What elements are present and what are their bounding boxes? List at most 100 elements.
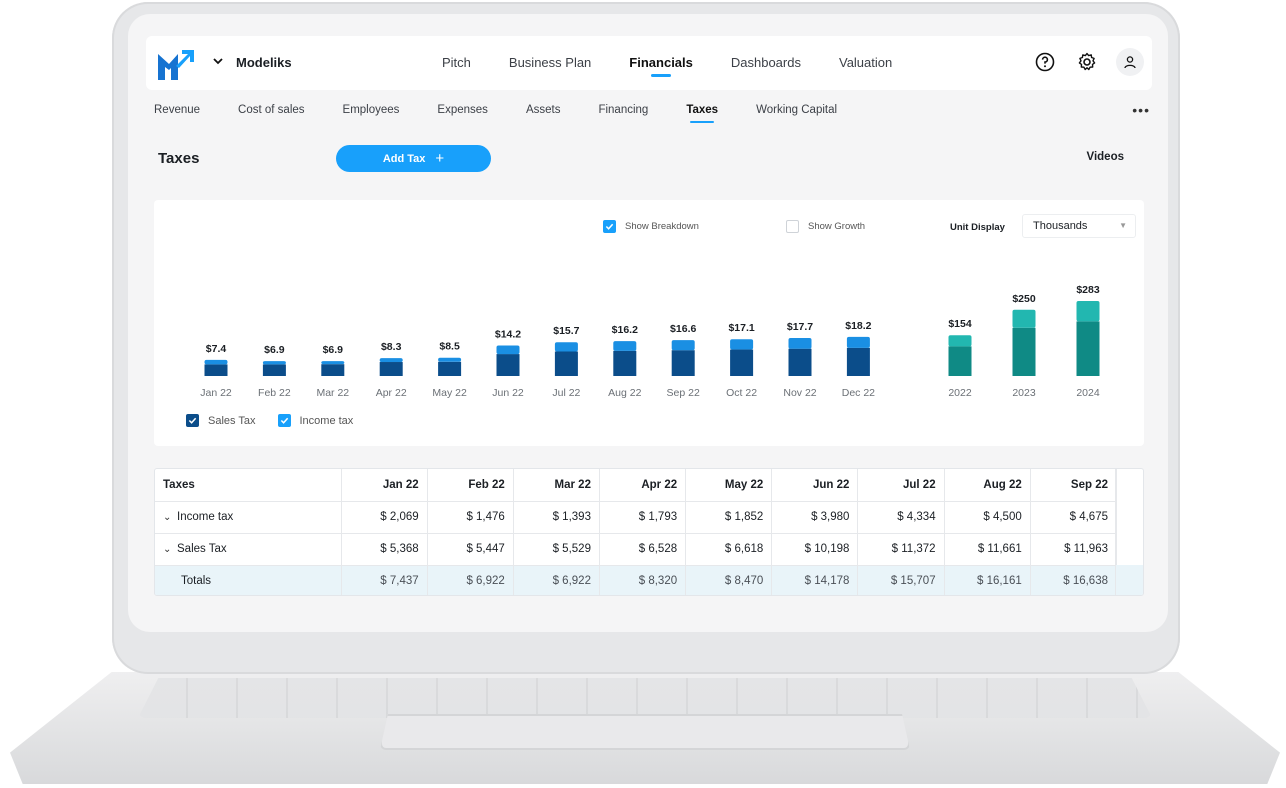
table-cell[interactable]: $ 4,675 bbox=[1030, 501, 1118, 534]
app-screen: Modeliks Pitch Business Plan Financials Das… bbox=[128, 14, 1168, 632]
tab-taxes[interactable]: Taxes bbox=[686, 104, 719, 123]
monthly-tick-label: Jan 22 bbox=[200, 387, 232, 399]
legend-label: Income tax bbox=[299, 414, 354, 427]
table-cell[interactable]: $ 1,393 bbox=[513, 501, 600, 534]
monthly-sales-tax-bar bbox=[321, 364, 345, 376]
main-nav-item-dashboards[interactable]: Dashboards bbox=[730, 55, 801, 70]
totals-cell: $ 16,161 bbox=[944, 565, 1031, 595]
monthly-income-tax-bar bbox=[438, 357, 462, 362]
expand-chevron-icon[interactable]: ⌄ bbox=[163, 544, 172, 555]
monthly-sales-tax-bar bbox=[438, 361, 462, 376]
table-header-row: Taxes Jan 22 Feb 22 Mar 22 Apr 22 May 22 Jun … bbox=[155, 469, 1118, 502]
monthly-total-label: $15.7 bbox=[553, 325, 579, 337]
table-cell[interactable]: $ 6,618 bbox=[685, 533, 773, 566]
totals-cell: $ 14,178 bbox=[771, 565, 859, 595]
row-label-cell[interactable]: ⌄ Income tax bbox=[155, 501, 342, 534]
yearly-sales-tax-bar bbox=[1076, 321, 1100, 376]
totals-cell: $ 16,638 bbox=[1030, 565, 1118, 595]
legend-income-tax[interactable]: Income tax bbox=[277, 414, 354, 427]
monthly-sales-tax-bar bbox=[730, 349, 754, 376]
table-row[interactable]: ⌄ Sales Tax $ 5,368 $ 5,447 $ 5,529 $ 6,528 $ … bbox=[155, 533, 1118, 566]
tab-cost-of-sales[interactable]: Cost of sales bbox=[238, 104, 305, 116]
table-cell[interactable]: $ 11,963 bbox=[1030, 533, 1118, 566]
monthly-income-tax-bar bbox=[730, 339, 754, 350]
help-icon[interactable] bbox=[1032, 49, 1058, 75]
monthly-sales-tax-bar bbox=[262, 364, 286, 376]
unit-display-select[interactable]: Thousands ▼ bbox=[1022, 214, 1136, 238]
show-growth-checkbox[interactable] bbox=[786, 220, 799, 233]
topbar-icons bbox=[1032, 48, 1144, 76]
monthly-sales-tax-bar bbox=[846, 347, 870, 376]
monthly-total-label: $16.6 bbox=[670, 323, 696, 335]
table-cell[interactable]: $ 4,334 bbox=[857, 501, 945, 534]
monthly-sales-tax-bar bbox=[379, 362, 403, 376]
show-breakdown-checkbox[interactable] bbox=[603, 220, 616, 233]
table-cell[interactable]: $ 1,793 bbox=[599, 501, 687, 534]
legend-label: Sales Tax bbox=[208, 414, 256, 427]
table-cell[interactable]: $ 1,476 bbox=[427, 501, 514, 534]
chart-legend: Sales Tax Income tax bbox=[186, 414, 353, 427]
add-tax-label: Add Tax bbox=[382, 152, 426, 165]
monthly-sales-tax-bar bbox=[613, 350, 637, 376]
totals-label: Totals bbox=[155, 565, 342, 595]
table-cell[interactable]: $ 10,198 bbox=[771, 533, 859, 566]
table-cell[interactable]: $ 2,069 bbox=[341, 501, 428, 534]
more-options-icon[interactable]: ••• bbox=[1132, 102, 1150, 118]
gear-icon[interactable] bbox=[1074, 49, 1100, 75]
tab-employees[interactable]: Employees bbox=[342, 104, 400, 116]
table-cell[interactable]: $ 1,852 bbox=[685, 501, 773, 534]
legend-sales-tax[interactable]: Sales Tax bbox=[186, 414, 256, 427]
monthly-total-label: $8.5 bbox=[439, 341, 460, 353]
monthly-tick-label: Dec 22 bbox=[842, 387, 875, 399]
table-cell[interactable]: $ 6,528 bbox=[599, 533, 687, 566]
main-nav-item-valuation[interactable]: Valuation bbox=[838, 55, 893, 70]
show-growth-label: Show Growth bbox=[808, 221, 866, 232]
expand-chevron-icon[interactable]: ⌄ bbox=[163, 512, 172, 523]
income-tax-legend-checkbox[interactable] bbox=[277, 414, 291, 427]
monthly-tick-label: Feb 22 bbox=[258, 387, 291, 399]
table-cell[interactable]: $ 3,980 bbox=[771, 501, 859, 534]
tab-working-capital[interactable]: Working Capital bbox=[756, 104, 838, 116]
show-growth-option[interactable]: Show Growth bbox=[786, 220, 865, 233]
user-avatar-icon[interactable] bbox=[1116, 48, 1144, 76]
top-navigation-bar: Modeliks Pitch Business Plan Financials Das… bbox=[146, 36, 1152, 90]
table-cell[interactable]: $ 11,661 bbox=[944, 533, 1031, 566]
table-cell[interactable]: $ 5,447 bbox=[427, 533, 514, 566]
tab-financing[interactable]: Financing bbox=[598, 104, 649, 116]
monthly-income-tax-bar bbox=[321, 361, 345, 365]
monthly-total-label: $17.1 bbox=[728, 322, 754, 334]
monthly-tick-label: May 22 bbox=[432, 387, 467, 399]
table-cell[interactable]: $ 4,500 bbox=[944, 501, 1031, 534]
totals-row: Totals $ 7,437 $ 6,922 $ 6,922 $ 8,320 $ 8,47… bbox=[155, 565, 1118, 595]
tab-revenue[interactable]: Revenue bbox=[154, 104, 201, 116]
sales-tax-legend-checkbox[interactable] bbox=[186, 414, 199, 427]
monthly-total-label: $7.4 bbox=[206, 343, 227, 355]
table-cell[interactable]: $ 5,368 bbox=[341, 533, 428, 566]
main-nav-item-pitch[interactable]: Pitch bbox=[442, 55, 471, 70]
show-breakdown-option[interactable]: Show Breakdown bbox=[603, 220, 699, 233]
tab-expenses[interactable]: Expenses bbox=[437, 104, 488, 116]
monthly-tick-label: Sep 22 bbox=[667, 387, 700, 399]
table-scroll-gutter bbox=[1115, 469, 1143, 595]
company-name[interactable]: Modeliks bbox=[236, 55, 292, 70]
table-cell[interactable]: $ 11,372 bbox=[857, 533, 945, 566]
main-nav-item-business-plan[interactable]: Business Plan bbox=[508, 55, 592, 70]
monthly-tick-label: Nov 22 bbox=[783, 387, 816, 399]
add-tax-button[interactable]: Add Tax + bbox=[336, 145, 491, 172]
videos-link[interactable]: Videos bbox=[1086, 151, 1125, 163]
tab-assets[interactable]: Assets bbox=[525, 104, 561, 116]
monthly-sales-tax-bar bbox=[496, 354, 520, 376]
main-nav-item-financials[interactable]: Financials bbox=[629, 55, 693, 77]
monthly-sales-tax-bar bbox=[554, 351, 578, 376]
monthly-total-label: $18.2 bbox=[845, 320, 871, 332]
table-cell[interactable]: $ 5,529 bbox=[513, 533, 600, 566]
monthly-tick-label: Jun 22 bbox=[492, 387, 524, 399]
modeliks-logo-icon[interactable] bbox=[156, 46, 196, 82]
table-row[interactable]: ⌄ Income tax $ 2,069 $ 1,476 $ 1,393 $ 1,793 $… bbox=[155, 501, 1118, 534]
monthly-sales-tax-bar bbox=[788, 348, 812, 376]
row-label-cell[interactable]: ⌄ Sales Tax bbox=[155, 533, 342, 566]
monthly-sales-tax-bar bbox=[671, 350, 695, 376]
monthly-total-label: $14.2 bbox=[495, 328, 521, 340]
monthly-total-label: $6.9 bbox=[323, 344, 344, 356]
chevron-down-icon[interactable] bbox=[212, 54, 224, 70]
